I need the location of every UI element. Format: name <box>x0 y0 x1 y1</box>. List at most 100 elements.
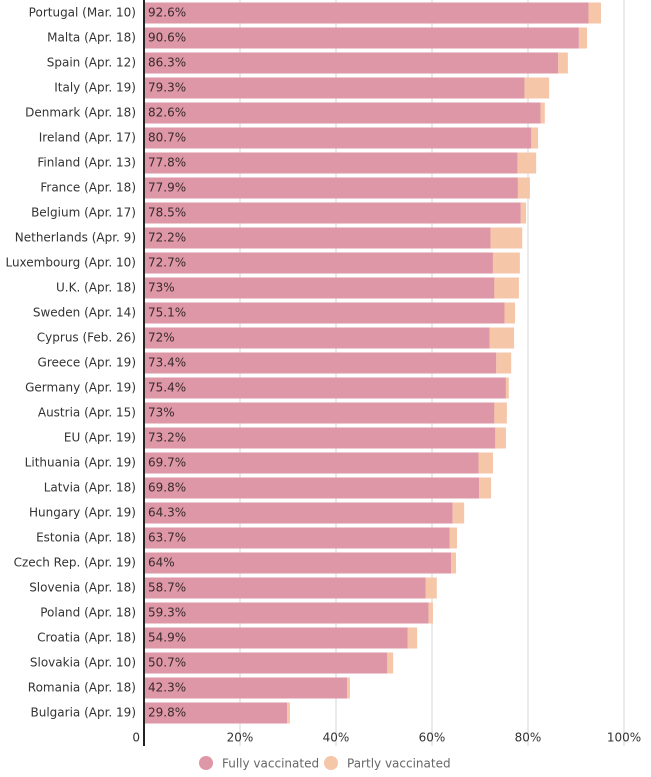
category-label: Latvia (Apr. 18) <box>44 481 136 495</box>
bar-segment <box>558 52 568 74</box>
x-tick-label: 20% <box>227 731 254 745</box>
bar-segment <box>144 102 541 124</box>
bar-segment <box>452 502 465 524</box>
category-label: Cyprus (Feb. 26) <box>37 331 136 345</box>
value-label: 72.2% <box>148 231 186 245</box>
category-label: Portugal (Mar. 10) <box>29 6 136 20</box>
category-label: Finland (Apr. 13) <box>37 156 136 170</box>
bar-segment <box>287 702 290 724</box>
bar-segment <box>144 452 479 474</box>
value-label: 80.7% <box>148 131 186 145</box>
bar-segment <box>428 602 433 624</box>
bar-segment <box>490 227 523 249</box>
value-label: 50.7% <box>148 656 186 670</box>
bar-segment <box>517 152 537 174</box>
value-label: 82.6% <box>148 106 186 120</box>
bar-segment <box>144 202 521 224</box>
value-label: 78.5% <box>148 206 186 220</box>
category-label: Estonia (Apr. 18) <box>36 531 136 545</box>
category-label: Hungary (Apr. 19) <box>29 506 136 520</box>
bar-segment <box>494 277 519 299</box>
value-label: 63.7% <box>148 531 186 545</box>
category-label: Czech Rep. (Apr. 19) <box>14 556 136 570</box>
bar-segment <box>451 552 456 574</box>
bar-segment <box>478 452 493 474</box>
bar-segment <box>387 652 394 674</box>
value-label: 29.8% <box>148 706 186 720</box>
x-tick-label: 0 <box>132 731 140 745</box>
value-label: 77.9% <box>148 181 186 195</box>
bar-segment <box>144 477 480 499</box>
x-tick-label: 100% <box>607 731 641 745</box>
category-label: Sweden (Apr. 14) <box>33 306 136 320</box>
value-label: 77.8% <box>148 156 186 170</box>
bar-segment <box>531 127 539 149</box>
value-label: 90.6% <box>148 31 186 45</box>
category-label: Austria (Apr. 15) <box>38 406 136 420</box>
bar-segment <box>517 177 530 199</box>
value-label: 72.7% <box>148 256 186 270</box>
category-label: Slovakia (Apr. 10) <box>30 656 136 670</box>
value-label: 75.4% <box>148 381 186 395</box>
category-label: U.K. (Apr. 18) <box>56 281 136 295</box>
bar-segment <box>144 302 505 324</box>
bar-segment <box>144 152 518 174</box>
value-label: 73.4% <box>148 356 186 370</box>
category-label: Denmark (Apr. 18) <box>25 106 136 120</box>
legend-swatch <box>324 756 338 770</box>
bar-segment <box>449 527 457 549</box>
x-tick-label: 40% <box>323 731 350 745</box>
value-label: 73.2% <box>148 431 186 445</box>
value-label: 86.3% <box>148 56 186 70</box>
value-label: 75.1% <box>148 306 186 320</box>
category-label: Poland (Apr. 18) <box>40 606 136 620</box>
legend-label: Partly vaccinated <box>347 757 451 771</box>
bar-segment <box>144 602 429 624</box>
value-label: 54.9% <box>148 631 186 645</box>
category-label: Romania (Apr. 18) <box>28 681 136 695</box>
bar-segment <box>578 27 588 49</box>
bar-segment <box>144 127 532 149</box>
bar-segment <box>144 52 559 74</box>
bar-segment <box>588 2 601 24</box>
value-label: 73% <box>148 281 175 295</box>
category-label: Lithuania (Apr. 19) <box>25 456 136 470</box>
bar-segment <box>489 327 515 349</box>
value-label: 72% <box>148 331 175 345</box>
bar-segment <box>144 227 491 249</box>
category-label: Greece (Apr. 19) <box>38 356 136 370</box>
value-label: 73% <box>148 406 175 420</box>
value-label: 42.3% <box>148 681 186 695</box>
category-label: Italy (Apr. 19) <box>54 81 136 95</box>
bar-segment <box>144 252 493 274</box>
value-label: 58.7% <box>148 581 186 595</box>
legend-label: Fully vaccinated <box>222 757 319 771</box>
value-label: 59.3% <box>148 606 186 620</box>
bar-segment <box>520 202 527 224</box>
value-label: 69.7% <box>148 456 186 470</box>
bar-segment <box>496 352 512 374</box>
x-tick-label: 80% <box>515 731 542 745</box>
x-tick-label: 60% <box>419 731 446 745</box>
bar-segment <box>144 377 506 399</box>
bar-segment <box>144 277 495 299</box>
bar-segment <box>144 552 452 574</box>
bar-segment <box>492 252 520 274</box>
bar-segment <box>144 702 288 724</box>
bar-segment <box>144 352 497 374</box>
category-label: Ireland (Apr. 17) <box>39 131 136 145</box>
bar-segment <box>495 427 506 449</box>
bar-segment <box>494 402 507 424</box>
bar-segment <box>407 627 418 649</box>
bar-segment <box>144 177 518 199</box>
category-label: Slovenia (Apr. 18) <box>29 581 136 595</box>
value-label: 64.3% <box>148 506 186 520</box>
bar-segment <box>524 77 550 99</box>
bar-segment <box>144 77 525 99</box>
bar-segment <box>144 652 388 674</box>
value-label: 79.3% <box>148 81 186 95</box>
bar-segment <box>347 677 350 699</box>
bar-segment <box>144 427 496 449</box>
category-label: Spain (Apr. 12) <box>47 56 136 70</box>
